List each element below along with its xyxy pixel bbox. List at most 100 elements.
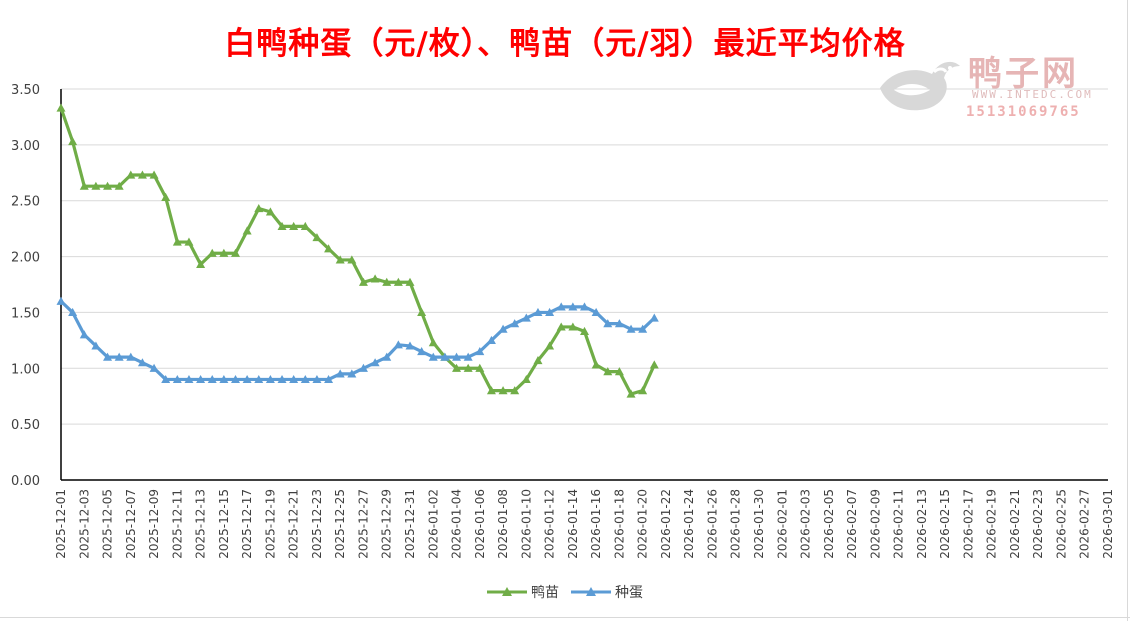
data-point [440, 352, 450, 361]
x-tick-label: 2026-02-23 [1031, 489, 1045, 559]
data-point [91, 341, 101, 350]
data-point [347, 369, 357, 378]
data-point [242, 374, 252, 384]
x-tick-label: 2026-01-16 [589, 489, 603, 559]
data-point [603, 367, 613, 376]
data-point [137, 170, 147, 179]
data-point [428, 338, 438, 347]
data-point [219, 374, 229, 384]
x-tick-label: 2026-02-15 [938, 489, 952, 559]
data-point [231, 374, 240, 384]
legend-item: 鸭苗 [487, 582, 559, 602]
x-tick-label: 2025-12-21 [287, 489, 301, 559]
data-point [137, 358, 147, 367]
y-tick-label: 3.00 [11, 139, 40, 154]
x-tick-label: 2025-12-17 [240, 489, 254, 559]
x-tick-label: 2026-02-27 [1078, 489, 1092, 559]
data-point [626, 324, 636, 333]
data-point [300, 374, 310, 384]
watermark: 鸭子网 WWW.INTEDC.COM 15131069765 [872, 44, 1117, 124]
data-point [556, 302, 566, 311]
data-point [580, 326, 589, 336]
data-point [79, 181, 89, 190]
y-tick-label: 1.50 [11, 306, 40, 321]
duck-logo-icon [880, 61, 960, 111]
x-tick-label: 2025-12-31 [403, 489, 417, 559]
data-point [393, 340, 403, 349]
legend-label: 鸭苗 [531, 585, 559, 601]
data-point [614, 367, 624, 376]
x-tick-label: 2025-12-25 [333, 489, 347, 559]
data-point [335, 369, 345, 378]
x-tick-label: 2026-02-09 [868, 489, 882, 559]
data-point [161, 374, 171, 384]
data-point [626, 389, 636, 398]
data-point [56, 296, 66, 305]
data-point [521, 313, 531, 322]
legend: 鸭苗 种蛋 [0, 582, 1130, 603]
y-tick-label: 1.00 [11, 362, 40, 377]
series-line-1 [59, 107, 656, 396]
x-tick-label: 2025-12-27 [356, 489, 370, 559]
data-point [196, 259, 206, 268]
x-tick-label: 2026-01-28 [729, 489, 743, 559]
x-tick-label: 2026-01-14 [566, 489, 580, 559]
x-tick-label: 2026-02-19 [985, 489, 999, 559]
data-point [498, 386, 508, 395]
legend-label: 种蛋 [615, 585, 643, 601]
x-tick-label: 2025-12-29 [380, 489, 394, 559]
data-point [289, 221, 299, 231]
x-tick-label: 2026-01-06 [473, 489, 487, 559]
data-point [370, 358, 380, 367]
data-point [219, 248, 229, 257]
data-point [649, 360, 659, 369]
data-point [382, 352, 392, 361]
x-tick-label: 2026-02-25 [1054, 489, 1068, 559]
data-point [638, 324, 648, 333]
x-tick-label: 2025-12-07 [124, 489, 138, 559]
data-point [533, 307, 543, 317]
legend-marker-icon [571, 587, 611, 596]
x-tick-label: 2026-01-08 [496, 489, 510, 559]
data-point [312, 374, 322, 384]
data-point [289, 374, 299, 384]
data-point [463, 363, 473, 372]
data-point [126, 352, 136, 361]
data-point [300, 221, 310, 231]
data-point [79, 330, 89, 339]
x-tick-label: 2025-12-05 [101, 489, 115, 559]
data-point [580, 302, 589, 311]
data-point [510, 319, 520, 328]
y-tick-label: 3.50 [11, 83, 40, 98]
data-point [452, 352, 462, 361]
watermark-phone: 15131069765 [966, 104, 1081, 120]
divider [0, 617, 1130, 618]
data-point [545, 307, 555, 317]
x-tick-label: 2026-01-26 [705, 489, 719, 559]
data-point [405, 277, 415, 286]
data-point [172, 237, 182, 246]
x-tick-label: 2026-02-13 [915, 489, 929, 559]
x-tick-label: 2026-01-20 [636, 489, 650, 559]
x-tick-label: 2026-01-30 [752, 489, 766, 559]
y-tick-label: 0.50 [11, 418, 40, 433]
data-point [103, 352, 113, 361]
x-tick-label: 2025-12-09 [147, 489, 161, 559]
data-point [638, 386, 648, 395]
data-point [486, 386, 496, 395]
data-point [126, 170, 136, 179]
data-point [184, 374, 194, 384]
x-tick-label: 2025-12-13 [194, 489, 208, 559]
data-point [347, 255, 357, 264]
data-point [545, 341, 555, 350]
data-point [614, 319, 624, 328]
data-point [417, 307, 427, 317]
data-point [265, 207, 275, 216]
data-point [242, 226, 252, 235]
watermark-name: 鸭子网 [968, 54, 1079, 94]
x-tick-label: 2026-02-01 [775, 489, 789, 559]
data-point [114, 352, 124, 361]
data-point [149, 170, 159, 179]
data-point [533, 355, 543, 365]
x-tick-label: 2026-01-12 [543, 489, 557, 559]
